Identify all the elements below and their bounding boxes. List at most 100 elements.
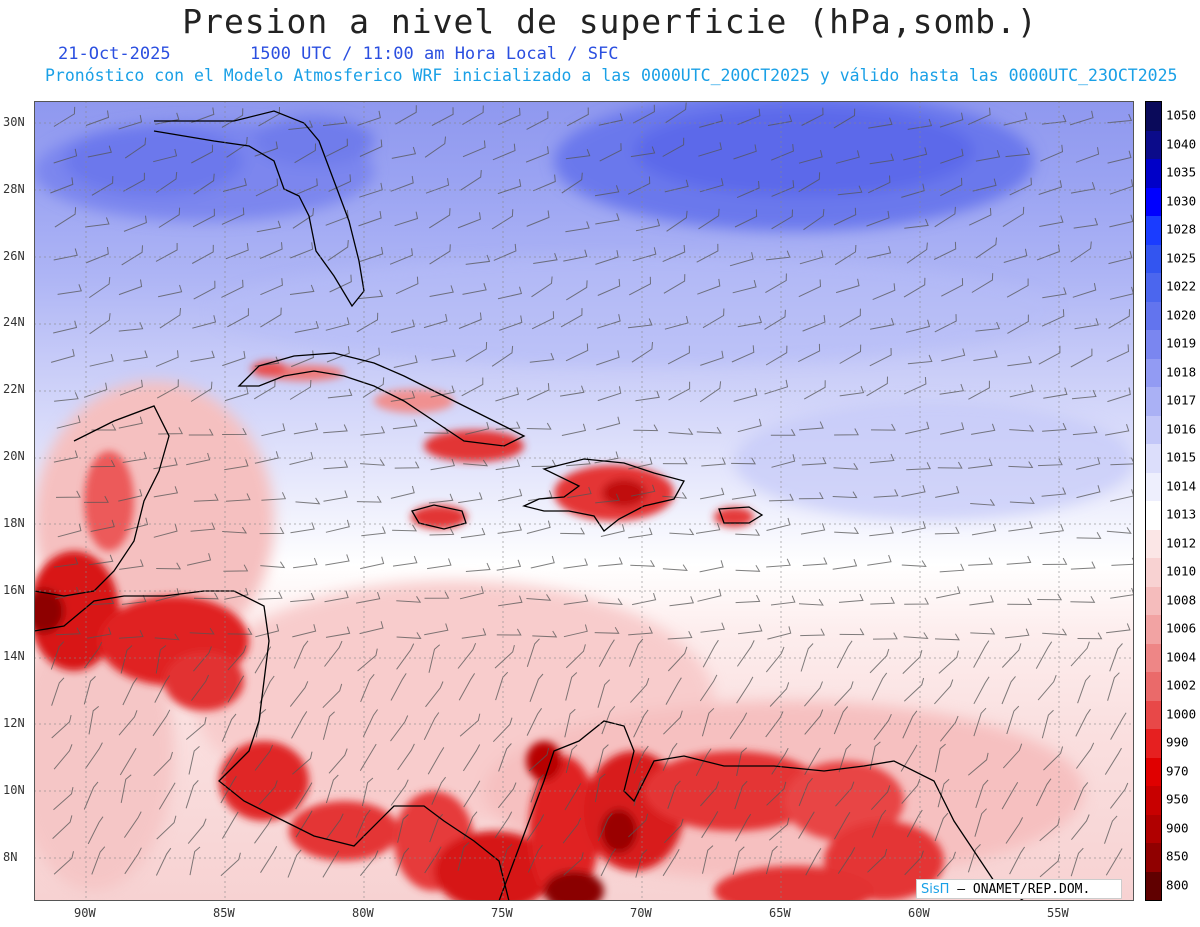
colorbar-label: 1028 xyxy=(1166,221,1197,237)
wind-barb xyxy=(1037,675,1057,701)
wind-barb xyxy=(225,493,251,502)
wind-barb xyxy=(600,848,617,877)
wind-barb xyxy=(118,279,143,296)
wind-barb xyxy=(967,752,989,776)
wind-barb xyxy=(526,638,540,667)
wind-barb xyxy=(832,491,858,499)
wind-barb xyxy=(627,318,653,329)
wind-barb xyxy=(260,561,286,569)
wind-barb xyxy=(667,345,690,365)
wind-barb xyxy=(968,557,993,566)
wind-barb xyxy=(119,559,144,570)
wind-barb xyxy=(668,428,694,435)
wind-barb xyxy=(798,149,823,164)
wind-barb xyxy=(798,492,824,500)
wind-barb xyxy=(635,390,660,402)
wind-barb xyxy=(975,779,989,809)
wind-barb xyxy=(1070,561,1096,570)
map-title: Presion a nivel de superficie (hPa,somb.… xyxy=(182,2,1038,41)
wind-barb xyxy=(631,592,657,606)
wind-barb xyxy=(457,212,481,229)
wind-barb xyxy=(155,350,179,367)
wind-barb xyxy=(328,748,348,774)
wind-barb xyxy=(460,527,486,539)
wind-barb xyxy=(938,650,959,674)
wind-barb xyxy=(798,811,815,839)
wind-barb xyxy=(192,208,215,228)
wind-barb xyxy=(257,591,283,600)
latitude-label: 30N xyxy=(3,115,25,129)
wind-barb xyxy=(598,557,623,567)
wind-barb xyxy=(427,558,452,570)
wind-barb xyxy=(700,487,725,500)
wind-barb xyxy=(565,744,578,774)
wind-barb xyxy=(597,812,613,842)
colorbar-label: 1015 xyxy=(1166,449,1197,465)
longitude-label: 70W xyxy=(630,906,652,920)
wind-barb xyxy=(322,683,343,709)
wind-barb xyxy=(1104,747,1122,775)
wind-barb xyxy=(292,751,313,775)
wind-barb xyxy=(91,176,114,196)
wind-barb xyxy=(295,497,321,505)
wind-barb xyxy=(461,377,484,397)
wind-barb xyxy=(803,209,825,231)
wind-barb xyxy=(565,343,589,362)
wind-barb xyxy=(154,675,171,703)
wind-barb xyxy=(87,145,112,158)
wind-barb xyxy=(729,712,748,740)
wind-barb xyxy=(901,778,921,804)
wind-barb xyxy=(526,594,552,601)
wind-barb xyxy=(768,817,790,841)
colorbar-step xyxy=(1146,444,1161,473)
wind-barb xyxy=(873,713,892,741)
wind-barb xyxy=(834,244,857,266)
wind-barb xyxy=(526,111,549,130)
wind-barb xyxy=(765,711,784,738)
wind-barb xyxy=(289,379,312,400)
wind-barb xyxy=(701,457,726,467)
wind-barb xyxy=(595,493,620,504)
wind-barb xyxy=(156,815,177,840)
wind-barb xyxy=(227,627,253,635)
map-frame xyxy=(34,101,1134,901)
colorbar-label: 1016 xyxy=(1166,421,1197,437)
wind-barb xyxy=(258,106,280,127)
wind-barb xyxy=(903,277,926,298)
wind-barb xyxy=(597,744,609,773)
latitude-label: 10N xyxy=(3,783,25,797)
wind-barb xyxy=(390,715,409,742)
wind-barb xyxy=(903,376,927,395)
wind-barb xyxy=(394,461,420,469)
wind-barb xyxy=(526,814,545,841)
wind-barb xyxy=(57,284,82,295)
colorbar-label: 1040 xyxy=(1166,136,1197,152)
wind-barb xyxy=(188,428,214,436)
colorbar-step xyxy=(1146,729,1161,758)
wind-barb xyxy=(85,217,110,228)
colorbar-step xyxy=(1146,187,1161,216)
wind-barb xyxy=(430,385,455,398)
wind-barb xyxy=(390,673,407,701)
wind-barb xyxy=(457,643,477,669)
colorbar-step xyxy=(1146,586,1161,615)
wind-barb xyxy=(496,559,522,571)
wind-barb xyxy=(934,633,960,641)
wind-barb xyxy=(839,628,865,636)
wind-barb xyxy=(1008,461,1034,469)
wind-barb xyxy=(669,596,695,607)
wind-barb xyxy=(222,427,247,435)
wind-barb xyxy=(153,458,178,470)
wind-barb xyxy=(597,679,611,708)
wind-barb xyxy=(767,114,793,126)
wind-barb xyxy=(395,276,419,295)
wind-barb xyxy=(55,490,81,498)
wind-barb xyxy=(424,591,450,599)
wind-barb xyxy=(699,674,718,702)
wind-barb xyxy=(802,315,826,332)
wind-barb xyxy=(359,743,377,771)
wind-barb xyxy=(431,349,456,361)
wind-barb xyxy=(799,250,824,265)
wind-barb xyxy=(801,456,827,466)
colorbar-label: 1013 xyxy=(1166,506,1197,522)
